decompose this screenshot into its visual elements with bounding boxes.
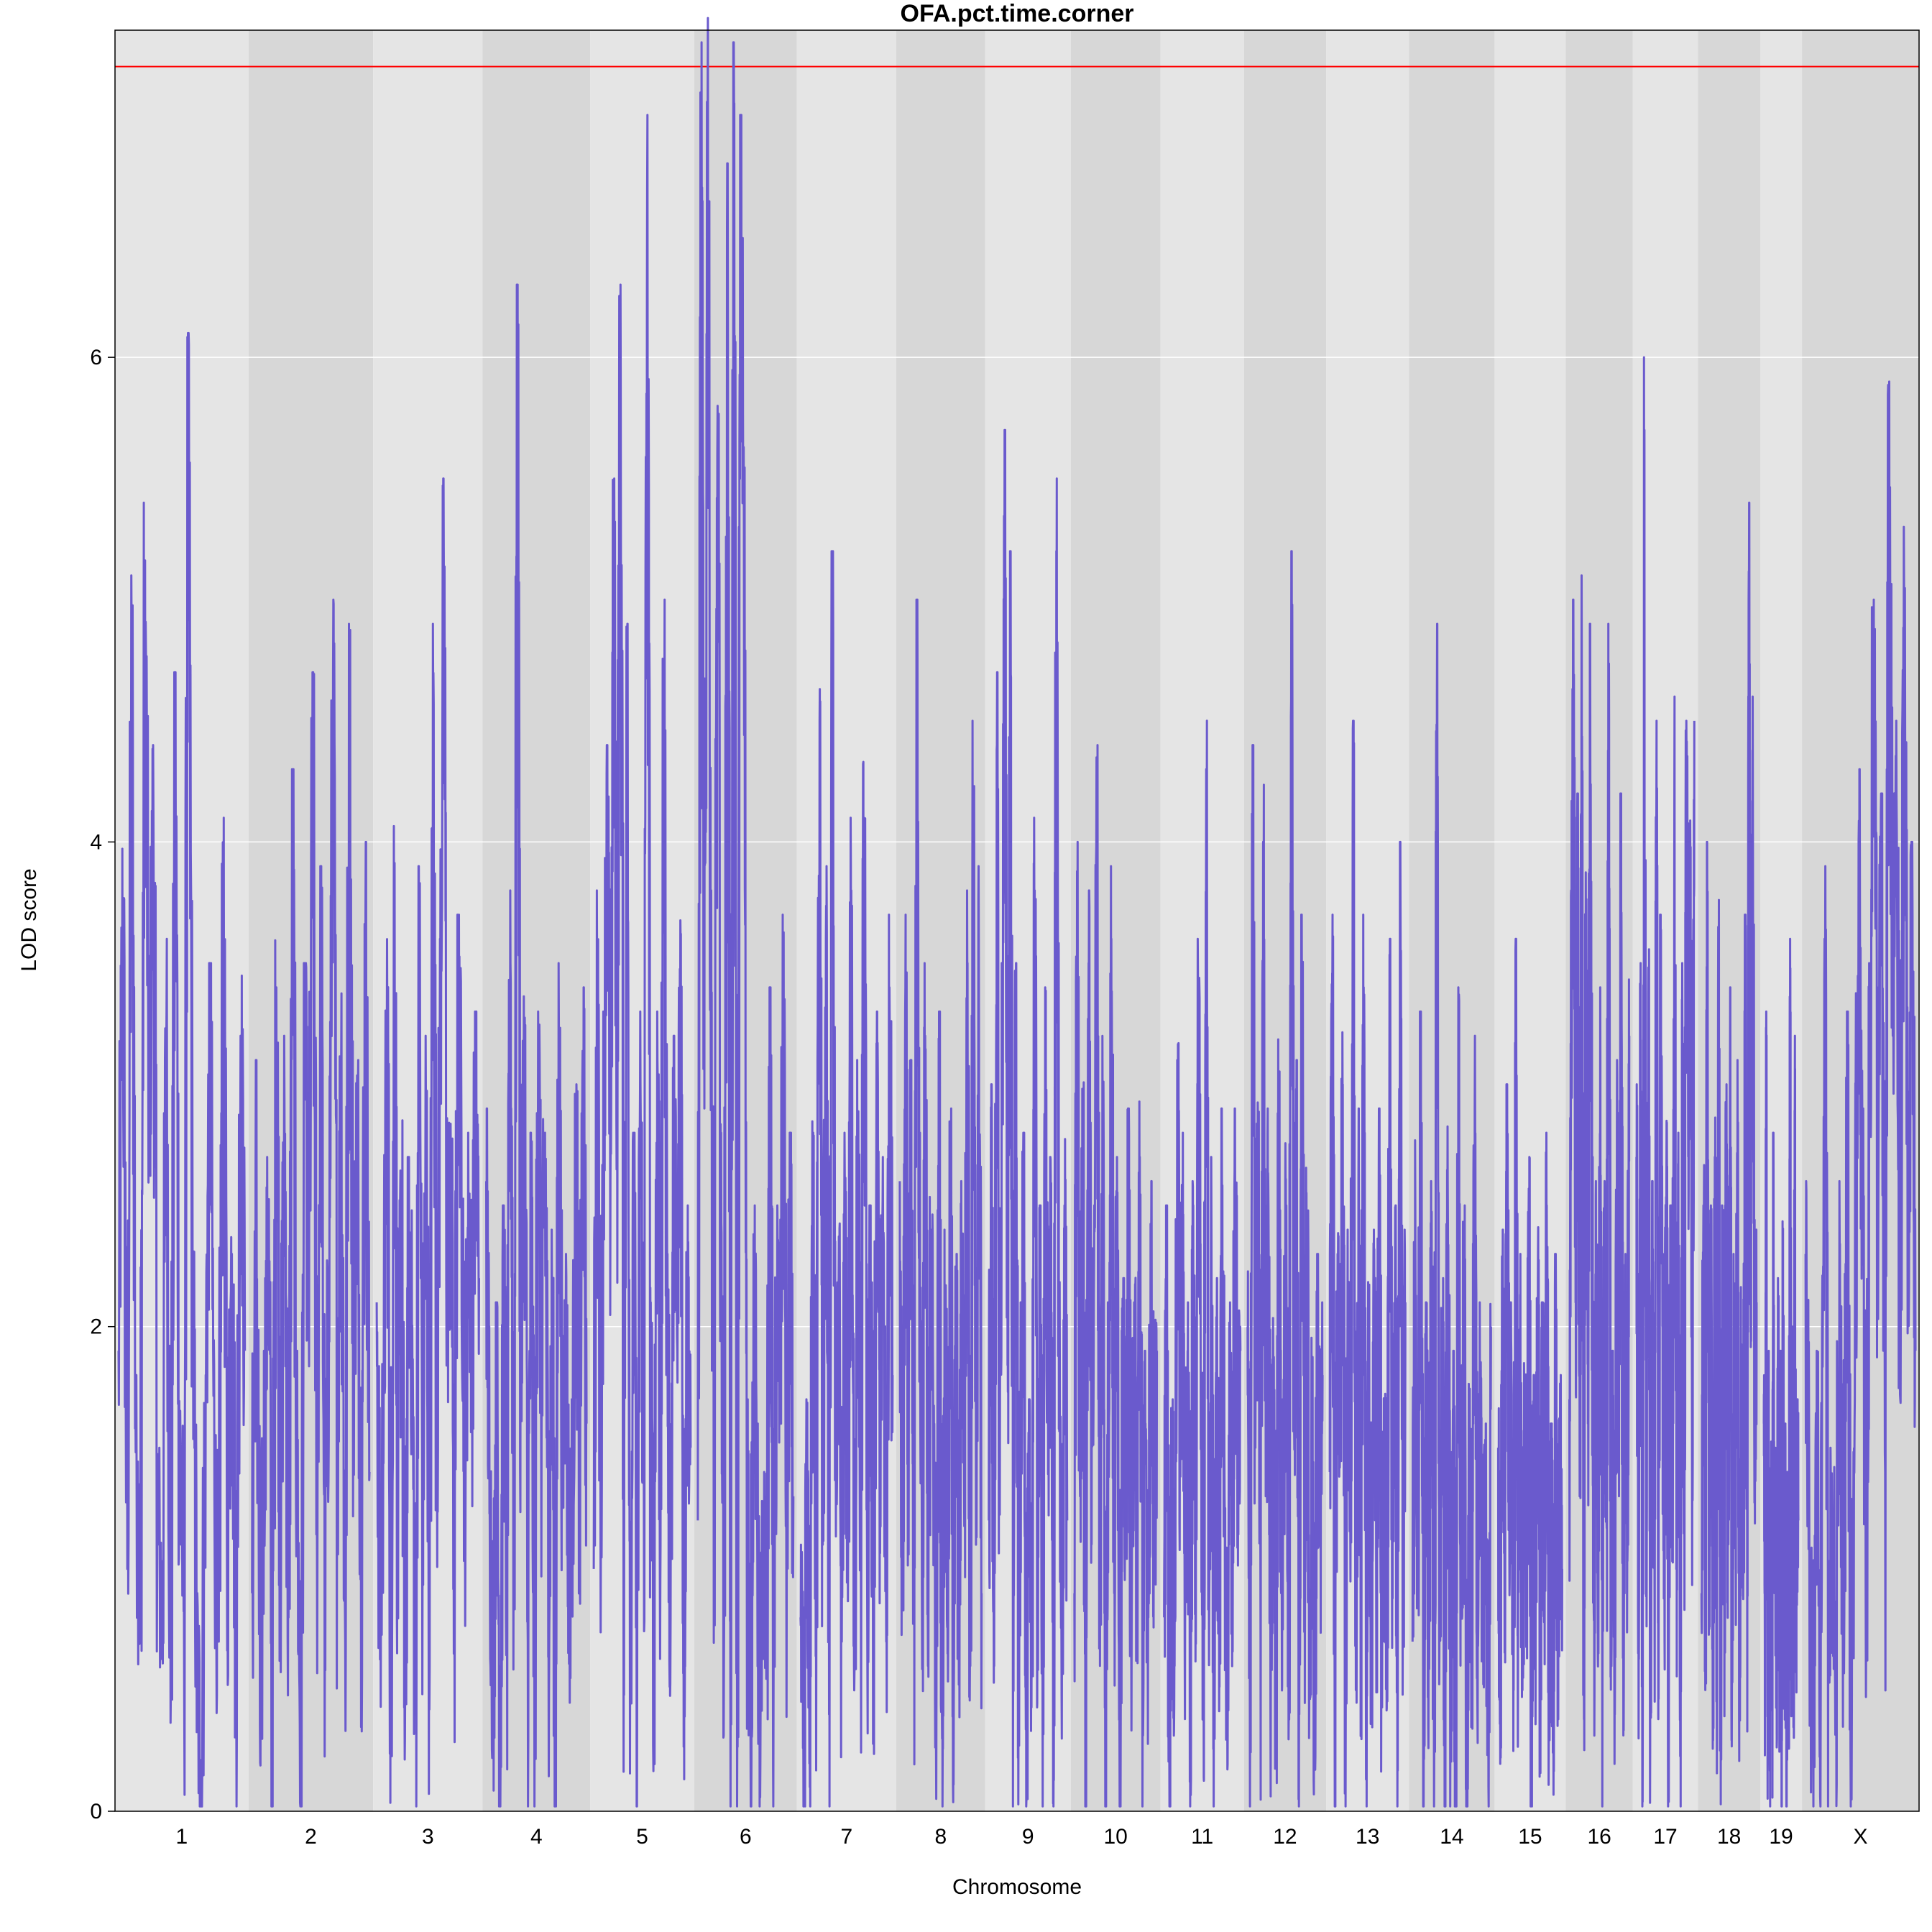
- lod-trace-chr-9: [988, 428, 1069, 1808]
- x-axis-title: Chromosome: [952, 1875, 1082, 1899]
- lod-trace-chr-16: [1568, 574, 1631, 1808]
- x-tick-label-chr-11: 11: [1191, 1825, 1213, 1849]
- lod-trace-chr-2: [251, 598, 371, 1808]
- x-tick-label-chr-10: 10: [1103, 1825, 1127, 1849]
- lod-trace-chr-12: [1246, 550, 1324, 1808]
- x-tick-label-chr-15: 15: [1518, 1825, 1542, 1849]
- x-tick-label-chr-16: 16: [1587, 1825, 1611, 1849]
- lod-trace-chr-10: [1073, 744, 1159, 1808]
- x-tick-label-chr-1: 1: [176, 1825, 188, 1849]
- y-axis-title: LOD score: [17, 868, 41, 971]
- lod-trace-chr-5: [592, 114, 692, 1808]
- lod-trace-chr-3: [375, 477, 480, 1808]
- x-tick-label-chr-19: 19: [1769, 1825, 1793, 1849]
- lod-trace-chr-15: [1496, 937, 1563, 1808]
- lod-series-line: [117, 17, 1917, 1808]
- y-axis: 0 2 4 6: [90, 346, 115, 1823]
- lod-trace-chr-14: [1411, 622, 1492, 1808]
- lod-trace-chr-4: [485, 283, 588, 1808]
- x-tick-label-chr-3: 3: [422, 1825, 434, 1849]
- x-tick-label-chr-14: 14: [1440, 1825, 1463, 1849]
- x-tick-label-chr-6: 6: [740, 1825, 752, 1849]
- x-tick-label-chr-12: 12: [1273, 1825, 1297, 1849]
- x-axis: 1 2 3 4 5 6 7 8 9 10 11 12 13 14 15 16 17 18 19 X: [176, 1825, 1868, 1849]
- lod-trace-chr-1: [117, 331, 247, 1808]
- y-tick-label-2: 2: [90, 1315, 102, 1339]
- x-tick-label-chr-13: 13: [1356, 1825, 1379, 1849]
- lod-trace-chr-17: [1635, 356, 1696, 1808]
- x-tick-label-chr-18: 18: [1717, 1825, 1741, 1849]
- x-tick-label-chr-X: X: [1854, 1825, 1868, 1849]
- lod-trace-chr-19: [1762, 937, 1800, 1808]
- x-tick-label-chr-2: 2: [305, 1825, 317, 1849]
- lod-trace-chr-11: [1163, 719, 1242, 1808]
- lod-trace-chr-18: [1700, 501, 1758, 1806]
- y-tick-label-4: 4: [90, 830, 102, 854]
- lod-trace-chr-X: [1804, 380, 1917, 1808]
- chart-title: OFA.pct.time.corner: [901, 0, 1134, 27]
- plot-frame: [114, 29, 1920, 1812]
- lod-trace-chr-7: [799, 550, 894, 1808]
- x-tick-label-chr-17: 17: [1653, 1825, 1677, 1849]
- lod-trace-chr-6: [696, 17, 795, 1808]
- y-tick-label-0: 0: [90, 1800, 102, 1823]
- lod-trace-chr-13: [1328, 719, 1407, 1808]
- x-tick-label-chr-7: 7: [840, 1825, 852, 1849]
- y-tick-label-6: 6: [90, 346, 102, 369]
- x-tick-label-chr-4: 4: [530, 1825, 543, 1849]
- x-tick-label-chr-5: 5: [636, 1825, 648, 1849]
- x-tick-label-chr-8: 8: [934, 1825, 947, 1849]
- x-tick-label-chr-9: 9: [1022, 1825, 1034, 1849]
- lod-trace-chr-8: [898, 598, 983, 1808]
